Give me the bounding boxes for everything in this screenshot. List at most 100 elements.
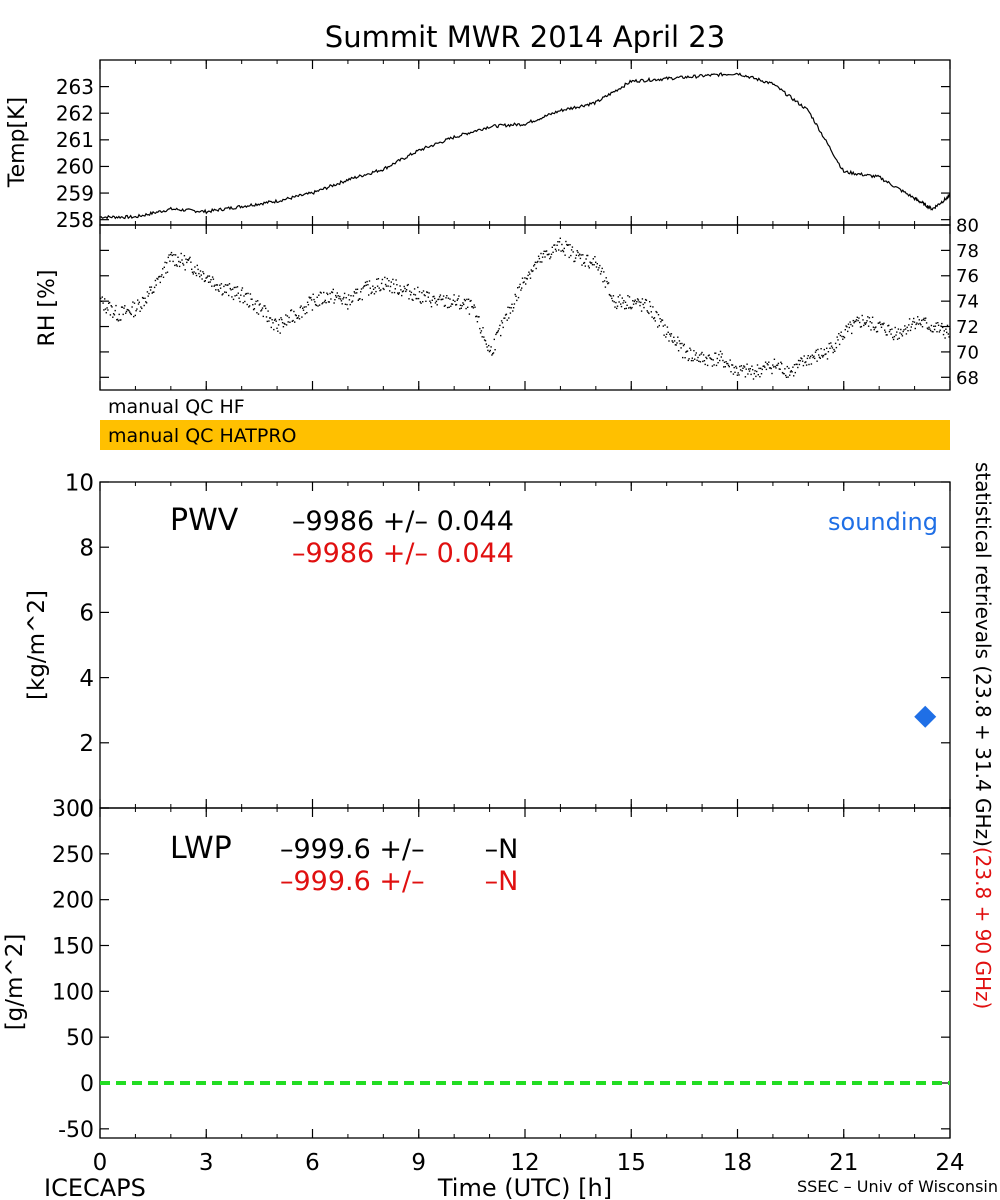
rh-point	[176, 265, 178, 267]
rh-point	[797, 359, 800, 362]
rh-point	[318, 294, 320, 296]
rh-point	[412, 299, 414, 301]
rh-point	[461, 305, 463, 307]
rh-point	[195, 274, 198, 277]
rh-point	[347, 294, 350, 296]
rh-point	[688, 358, 690, 360]
rh-point	[322, 302, 324, 304]
rh-point	[785, 376, 788, 378]
rh-point	[787, 376, 789, 378]
rh-point	[908, 324, 910, 326]
rh-point	[121, 306, 124, 308]
rh-point	[505, 313, 508, 315]
rh-point	[716, 357, 718, 360]
rh-point	[929, 328, 931, 330]
rh-point	[685, 351, 687, 353]
rh-point	[861, 314, 863, 317]
rh-point	[349, 303, 351, 306]
rh-point	[738, 374, 740, 376]
rh-point	[434, 302, 437, 304]
rh-point	[942, 333, 945, 336]
rh-point	[158, 276, 160, 278]
rh-point	[610, 295, 612, 297]
rh-point	[632, 303, 635, 305]
rh-point	[946, 324, 949, 327]
rh-point	[640, 301, 642, 304]
rh-point	[647, 311, 649, 313]
rh-point	[189, 256, 191, 259]
rh-point	[459, 304, 462, 306]
rh-point	[444, 304, 446, 307]
rh-point	[722, 359, 724, 362]
rh-point	[763, 365, 765, 367]
rh-point	[366, 280, 368, 283]
rh-point	[406, 284, 409, 287]
rh-point	[101, 296, 103, 298]
rh-point	[530, 269, 532, 271]
rh-point	[945, 328, 947, 330]
rh-point	[636, 301, 638, 303]
rh-point	[225, 291, 227, 294]
rh-point	[335, 294, 337, 297]
rh-point	[827, 351, 830, 353]
rh-point	[187, 259, 190, 261]
rh-point	[871, 322, 873, 324]
rh-point	[158, 275, 161, 278]
rh-point	[702, 354, 705, 356]
rh-point	[583, 262, 585, 264]
rh-point	[360, 291, 362, 293]
rh-point	[364, 285, 366, 287]
rh-point	[578, 254, 580, 257]
rh-point	[493, 338, 495, 341]
rh-point	[831, 347, 834, 349]
rh-point	[483, 336, 485, 338]
rh-point	[162, 276, 165, 278]
rh-point	[641, 298, 644, 300]
rh-point	[277, 330, 279, 332]
rh-point	[749, 368, 751, 370]
rh-point	[776, 364, 778, 367]
rh-point	[272, 322, 274, 324]
rh-point	[819, 357, 821, 359]
rh-point	[788, 367, 790, 369]
rh-point	[919, 322, 921, 325]
rh-point	[825, 353, 827, 355]
rh-point	[587, 265, 590, 267]
rh-point	[558, 249, 560, 251]
rh-point	[665, 336, 667, 338]
rh-point	[866, 320, 868, 322]
rh-point	[359, 298, 361, 300]
rh-point	[747, 373, 749, 375]
rh-point	[720, 356, 722, 358]
rh-point	[867, 316, 869, 318]
rh-point	[540, 252, 542, 255]
rh-point	[413, 288, 416, 290]
rh-point	[740, 365, 743, 367]
y-tick-label: 0	[80, 1072, 94, 1097]
chart-title: Summit MWR 2014 April 23	[325, 20, 725, 54]
rh-point	[938, 331, 941, 333]
rh-point	[877, 322, 879, 324]
rh-point	[217, 289, 219, 291]
rh-point	[703, 360, 706, 362]
rh-point	[694, 354, 697, 356]
rh-point	[126, 308, 128, 311]
x-tick-label: 24	[935, 1150, 964, 1176]
y-tick-label: 70	[956, 342, 979, 363]
rh-point	[603, 271, 605, 273]
rh-point	[846, 326, 848, 328]
rh-point	[503, 317, 505, 319]
rh-point	[648, 312, 650, 315]
x-tick-label: 0	[93, 1150, 108, 1176]
rh-point	[541, 256, 544, 258]
rh-point	[157, 278, 159, 280]
rh-point	[916, 322, 918, 324]
rh-point	[180, 252, 182, 255]
rh-point	[782, 372, 784, 375]
rh-point	[275, 320, 277, 322]
rh-point	[130, 313, 132, 316]
rh-point	[265, 307, 267, 310]
rh-point	[229, 287, 231, 290]
rh-point	[616, 305, 619, 307]
rh-point	[917, 323, 920, 325]
